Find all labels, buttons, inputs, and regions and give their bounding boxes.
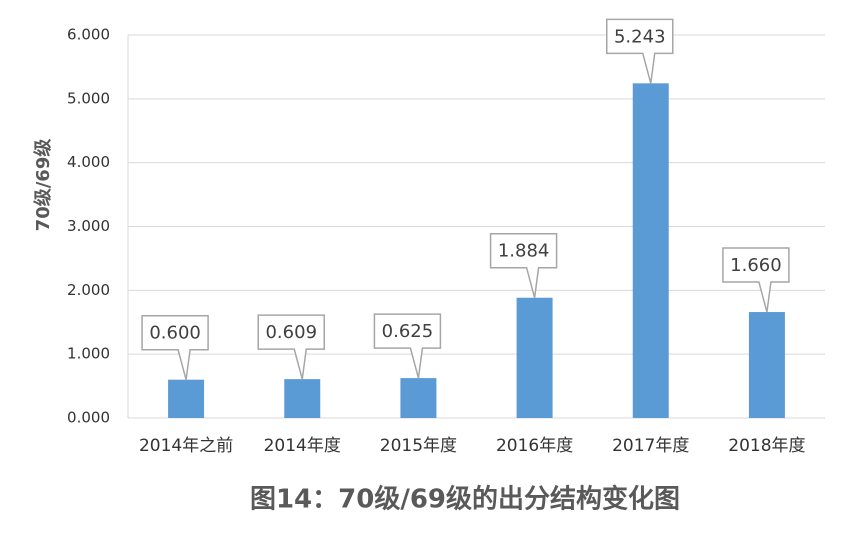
data-label-callout (373, 313, 442, 379)
y-tick-label: 4.000 (67, 153, 110, 171)
x-tick-label: 2014年度 (264, 436, 341, 456)
bar (168, 379, 205, 418)
data-label-callout (141, 314, 209, 380)
x-tick-label: 2016年度 (496, 436, 573, 456)
y-tick-label: 6.000 (67, 26, 110, 44)
data-label: 1.660 (730, 255, 782, 276)
data-label-callout (489, 232, 558, 298)
data-label: 0.600 (149, 323, 201, 344)
bar (400, 378, 437, 418)
data-label-callout (606, 18, 674, 84)
y-axis-title: 70级/69级 (32, 138, 54, 232)
x-tick-label: 2015年度 (380, 436, 457, 456)
data-label: 0.625 (382, 321, 434, 342)
bar (516, 297, 553, 418)
chart-title: 图14：70级/69级的出分结构变化图 (250, 484, 680, 515)
x-tick-label: 2014年之前 (139, 436, 233, 456)
y-tick-label: 5.000 (67, 89, 110, 107)
bar (748, 312, 785, 418)
data-label: 0.609 (265, 322, 317, 343)
data-label-callout (257, 314, 325, 380)
bar (632, 83, 669, 418)
data-label: 1.884 (498, 241, 550, 262)
data-label-callout (722, 247, 790, 313)
y-tick-label: 0.000 (67, 409, 110, 427)
y-tick-label: 2.000 (67, 281, 110, 299)
bar (284, 379, 321, 418)
data-label: 5.243 (614, 26, 666, 47)
x-tick-label: 2018年度 (728, 436, 805, 456)
x-tick-label: 2017年度 (612, 436, 689, 456)
y-tick-label: 1.000 (67, 345, 110, 363)
y-tick-label: 3.000 (67, 217, 110, 235)
